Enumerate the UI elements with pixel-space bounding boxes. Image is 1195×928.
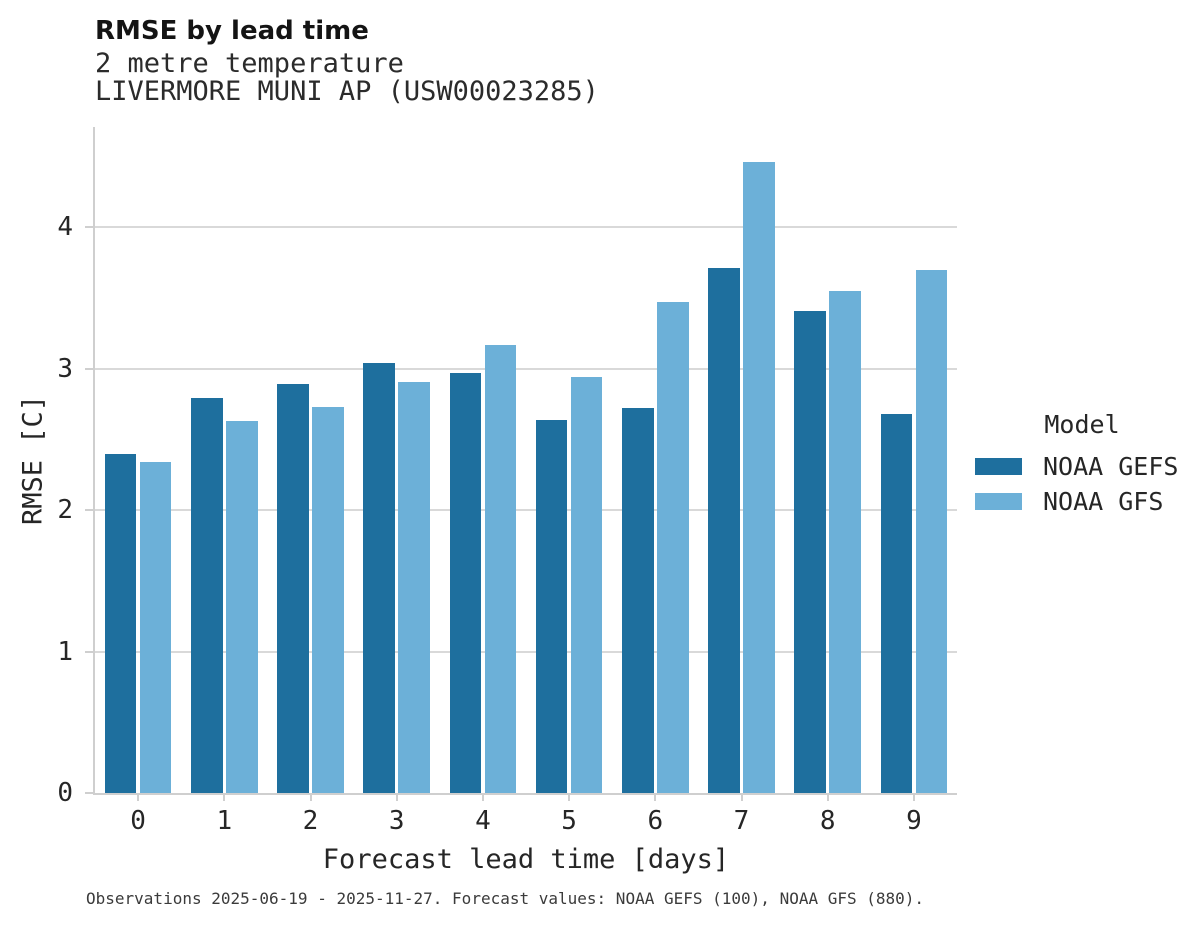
- bar-noaa-gefs-0: [104, 453, 137, 793]
- bar-noaa-gfs-1: [226, 421, 258, 793]
- x-tick-mark-6: [654, 793, 657, 801]
- y-tick-label-0: 0: [57, 778, 73, 808]
- x-tick-label-6: 6: [647, 806, 664, 836]
- x-tick-mark-9: [912, 793, 915, 801]
- x-tick-label-1: 1: [216, 806, 233, 836]
- bar-noaa-gfs-5: [570, 377, 603, 793]
- bar-noaa-gefs-6: [622, 408, 654, 793]
- y-tick-mark-3: [85, 367, 93, 370]
- y-tick-mark-4: [85, 226, 93, 229]
- y-tick-label-4: 4: [57, 212, 73, 243]
- legend-label-noaa-gfs: NOAA GFS: [1043, 487, 1164, 516]
- bar-noaa-gefs-2: [277, 384, 309, 793]
- bar-noaa-gefs-3: [363, 363, 395, 793]
- gridline-y-3: [95, 367, 957, 370]
- bar-noaa-gefs-5: [535, 419, 568, 793]
- x-axis-spine: [93, 793, 957, 795]
- x-tick-mark-1: [223, 793, 226, 801]
- legend-items: NOAA GEFS NOAA GFS: [975, 449, 1189, 519]
- legend: Model NOAA GEFS NOAA GFS: [975, 410, 1189, 519]
- chart-subtitle: 2 metre temperature: [95, 48, 404, 79]
- x-tick-mark-2: [309, 793, 312, 801]
- bar-noaa-gfs-3: [398, 381, 430, 793]
- bar-noaa-gfs-4: [484, 344, 517, 793]
- bar-noaa-gefs-8: [794, 310, 826, 793]
- x-tick-mark-7: [740, 793, 743, 801]
- x-tick-label-2: 2: [302, 806, 319, 836]
- y-tick-label-1: 1: [57, 636, 73, 667]
- plot-area: 0 1 2 3 4 0 1 2 3 4 5 6 7 8 9: [57, 127, 957, 836]
- x-tick-label-9: 9: [906, 806, 922, 836]
- y-tick-mark-0: [85, 792, 93, 794]
- x-tick-mark-0: [137, 793, 140, 801]
- gridline-y-4: [95, 226, 957, 229]
- y-tick-label-3: 3: [57, 353, 73, 384]
- bar-noaa-gefs-7: [708, 268, 740, 793]
- legend-swatch-noaa-gefs: [975, 458, 1022, 475]
- bar-noaa-gfs-2: [312, 406, 344, 793]
- chart-station-subtitle: LIVERMORE MUNI AP (USW00023285): [95, 76, 599, 107]
- x-tick-mark-4: [481, 793, 484, 801]
- bar-noaa-gefs-4: [449, 373, 482, 793]
- x-tick-mark-5: [568, 793, 571, 801]
- bar-noaa-gfs-9: [915, 269, 948, 793]
- bar-noaa-gefs-9: [880, 414, 913, 793]
- gridline-y-2: [95, 509, 957, 512]
- bar-noaa-gfs-7: [743, 162, 775, 793]
- footer-note: Observations 2025-06-19 - 2025-11-27. Fo…: [86, 889, 925, 908]
- bar-noaa-gfs-0: [139, 462, 172, 793]
- chart-title: RMSE by lead time: [95, 16, 369, 46]
- x-tick-mark-8: [826, 793, 829, 801]
- bar-noaa-gfs-8: [829, 291, 861, 793]
- y-tick-mark-1: [85, 650, 93, 653]
- gridline-y-1: [95, 650, 957, 653]
- legend-swatch-noaa-gfs: [975, 493, 1022, 510]
- bar-noaa-gfs-6: [657, 302, 689, 793]
- bar-noaa-gefs-1: [191, 398, 223, 793]
- x-tick-label-0: 0: [130, 806, 146, 836]
- legend-title: Model: [1044, 410, 1120, 439]
- x-tick-label-8: 8: [819, 806, 836, 836]
- x-axis-title: Forecast lead time [days]: [322, 844, 730, 875]
- legend-item-noaa-gfs: NOAA GFS: [975, 484, 1189, 519]
- y-tick-label-2: 2: [57, 495, 73, 526]
- y-axis-spine: [93, 127, 95, 795]
- legend-label-noaa-gefs: NOAA GEFS: [1043, 452, 1179, 481]
- x-tick-label-3: 3: [388, 806, 405, 836]
- y-tick-mark-2: [85, 509, 93, 512]
- x-tick-label-7: 7: [733, 806, 750, 836]
- x-tick-label-4: 4: [475, 806, 491, 836]
- legend-item-noaa-gefs: NOAA GEFS: [975, 449, 1189, 484]
- x-tick-mark-3: [395, 793, 398, 801]
- x-tick-label-5: 5: [561, 806, 577, 836]
